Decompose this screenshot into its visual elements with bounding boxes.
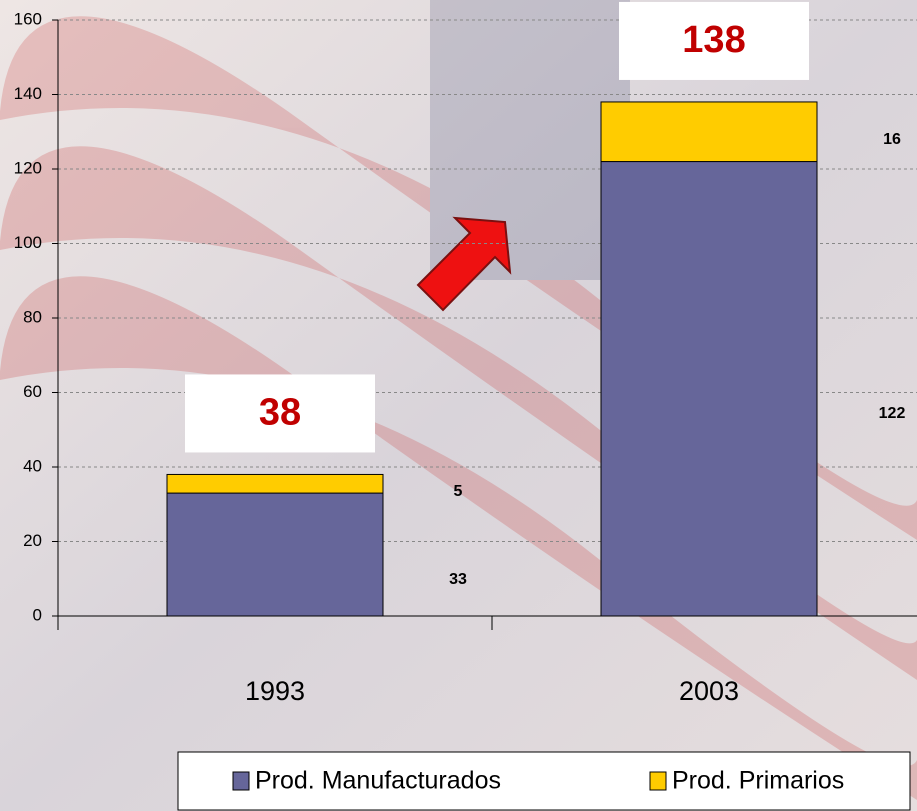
legend xyxy=(177,751,911,811)
bar-segment xyxy=(166,473,384,494)
y-tick-label: 20 xyxy=(23,531,42,550)
bar-segment xyxy=(166,492,384,617)
total-box xyxy=(619,1,809,80)
bar-segment xyxy=(600,161,818,617)
total-label: 138 xyxy=(682,19,745,61)
bar-segment xyxy=(600,101,818,163)
y-tick-label: 60 xyxy=(23,382,42,401)
x-tick-label: 1993 xyxy=(245,676,305,706)
legend-label: Prod. Primarios xyxy=(672,767,844,795)
y-tick-label: 80 xyxy=(23,307,42,326)
y-tick-label: 40 xyxy=(23,456,42,475)
data-label: 16 xyxy=(883,131,901,148)
legend-swatch xyxy=(232,771,250,791)
y-tick-label: 0 xyxy=(33,605,42,624)
legend-label: Prod. Manufacturados xyxy=(255,767,501,795)
y-tick-label: 120 xyxy=(14,158,42,177)
x-tick-label: 2003 xyxy=(679,676,739,706)
arrow xyxy=(416,216,512,312)
total-box xyxy=(185,374,375,453)
y-tick-label: 100 xyxy=(14,233,42,252)
data-label: 5 xyxy=(454,483,463,500)
y-tick-label: 140 xyxy=(14,84,42,103)
data-label: 122 xyxy=(879,405,906,422)
y-tick-label: 160 xyxy=(14,9,42,28)
legend-swatch xyxy=(649,771,667,791)
total-label: 38 xyxy=(259,391,301,433)
data-label: 33 xyxy=(449,571,467,588)
